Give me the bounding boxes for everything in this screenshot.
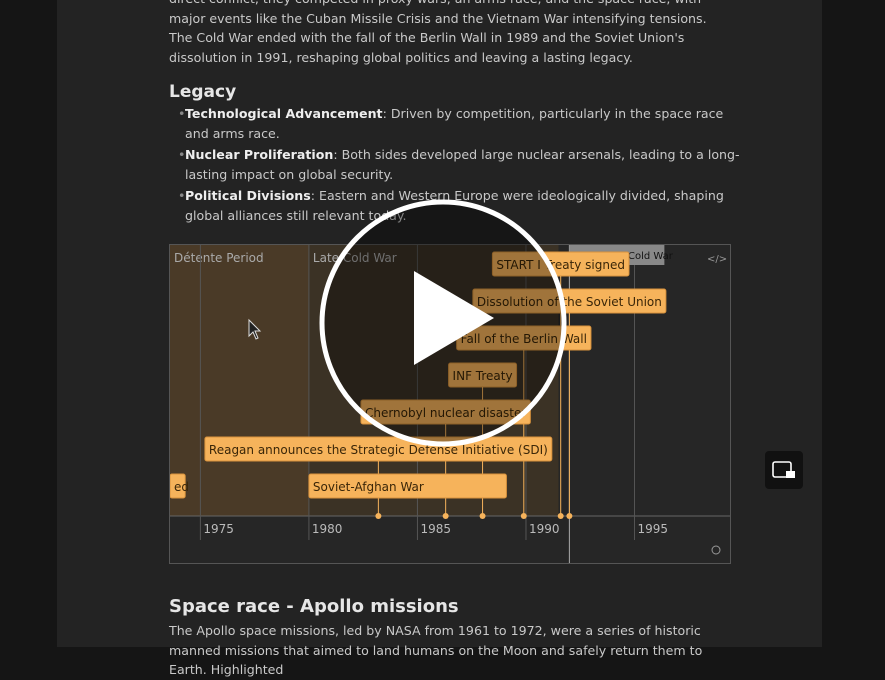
event-label: Chernobyl nuclear disaster [365, 406, 526, 420]
reset-icon [711, 545, 721, 555]
timeline-chart: Détente Period Late Cold War 1975 1980 1985 1… [169, 244, 731, 564]
event-bar [308, 473, 507, 499]
item-text: : Driven by competition, particularly in… [185, 106, 724, 141]
event: Dissolution of the Soviet Union [472, 288, 667, 314]
embed-icon: </> [707, 254, 727, 265]
event-bar [170, 473, 186, 499]
event-dot [566, 513, 573, 519]
heading: Space race - Apollo missions [169, 596, 459, 617]
x-tick-label: 1985 [420, 522, 451, 536]
event: Soviet-Afghan War [308, 473, 507, 499]
event: ed [170, 473, 189, 499]
page: direct conflict, they competed in proxy … [0, 0, 885, 647]
event-dot [520, 513, 527, 519]
x-tick-label: 1990 [529, 522, 560, 536]
event: Chernobyl nuclear disaster [360, 399, 531, 425]
event: Reagan announces the Strategic Defense I… [204, 436, 553, 462]
event-label: Fall of the Berlin Wall [461, 332, 587, 346]
event-dot [479, 513, 486, 519]
event-label: Soviet-Afghan War [313, 480, 424, 494]
event-dot [557, 513, 564, 519]
term: Nuclear Proliferation [185, 147, 334, 162]
event-label: Dissolution of the Soviet Union [477, 295, 662, 309]
term: Political Divisions [185, 188, 311, 203]
list-item: Technological Advancement: Driven by com… [178, 104, 745, 143]
legacy-list: Technological Advancement: Driven by com… [169, 104, 745, 227]
event: Fall of the Berlin Wall [456, 325, 592, 351]
item-text: : Both sides developed large nuclear ars… [185, 147, 740, 182]
term: Technological Advancement [185, 106, 383, 121]
list-item: Political Divisions: Eastern and Western… [178, 186, 745, 225]
x-tick-label: 1975 [203, 522, 234, 536]
period [170, 245, 309, 516]
period-label: Détente Period [174, 251, 264, 265]
event-label: Reagan announces the Strategic Defense I… [209, 443, 548, 457]
event-label: INF Treaty [453, 369, 513, 383]
x-tick-label: 1980 [312, 522, 343, 536]
event: INF Treaty [448, 362, 518, 388]
heading: Legacy [169, 82, 237, 102]
event: START I Treaty signed [491, 251, 630, 277]
event-dot [375, 513, 382, 519]
event-label: ed [174, 480, 189, 494]
x-tick-label: 1995 [637, 522, 668, 536]
event-label: START I Treaty signed [496, 258, 625, 272]
event-dot [442, 513, 449, 519]
list-item: Nuclear Proliferation: Both sides develo… [178, 145, 745, 184]
paragraph: direct conflict, they competed in proxy … [169, 0, 707, 65]
paragraph: The Apollo space missions, led by NASA f… [169, 623, 703, 677]
period-label: Late Cold War [313, 251, 397, 265]
